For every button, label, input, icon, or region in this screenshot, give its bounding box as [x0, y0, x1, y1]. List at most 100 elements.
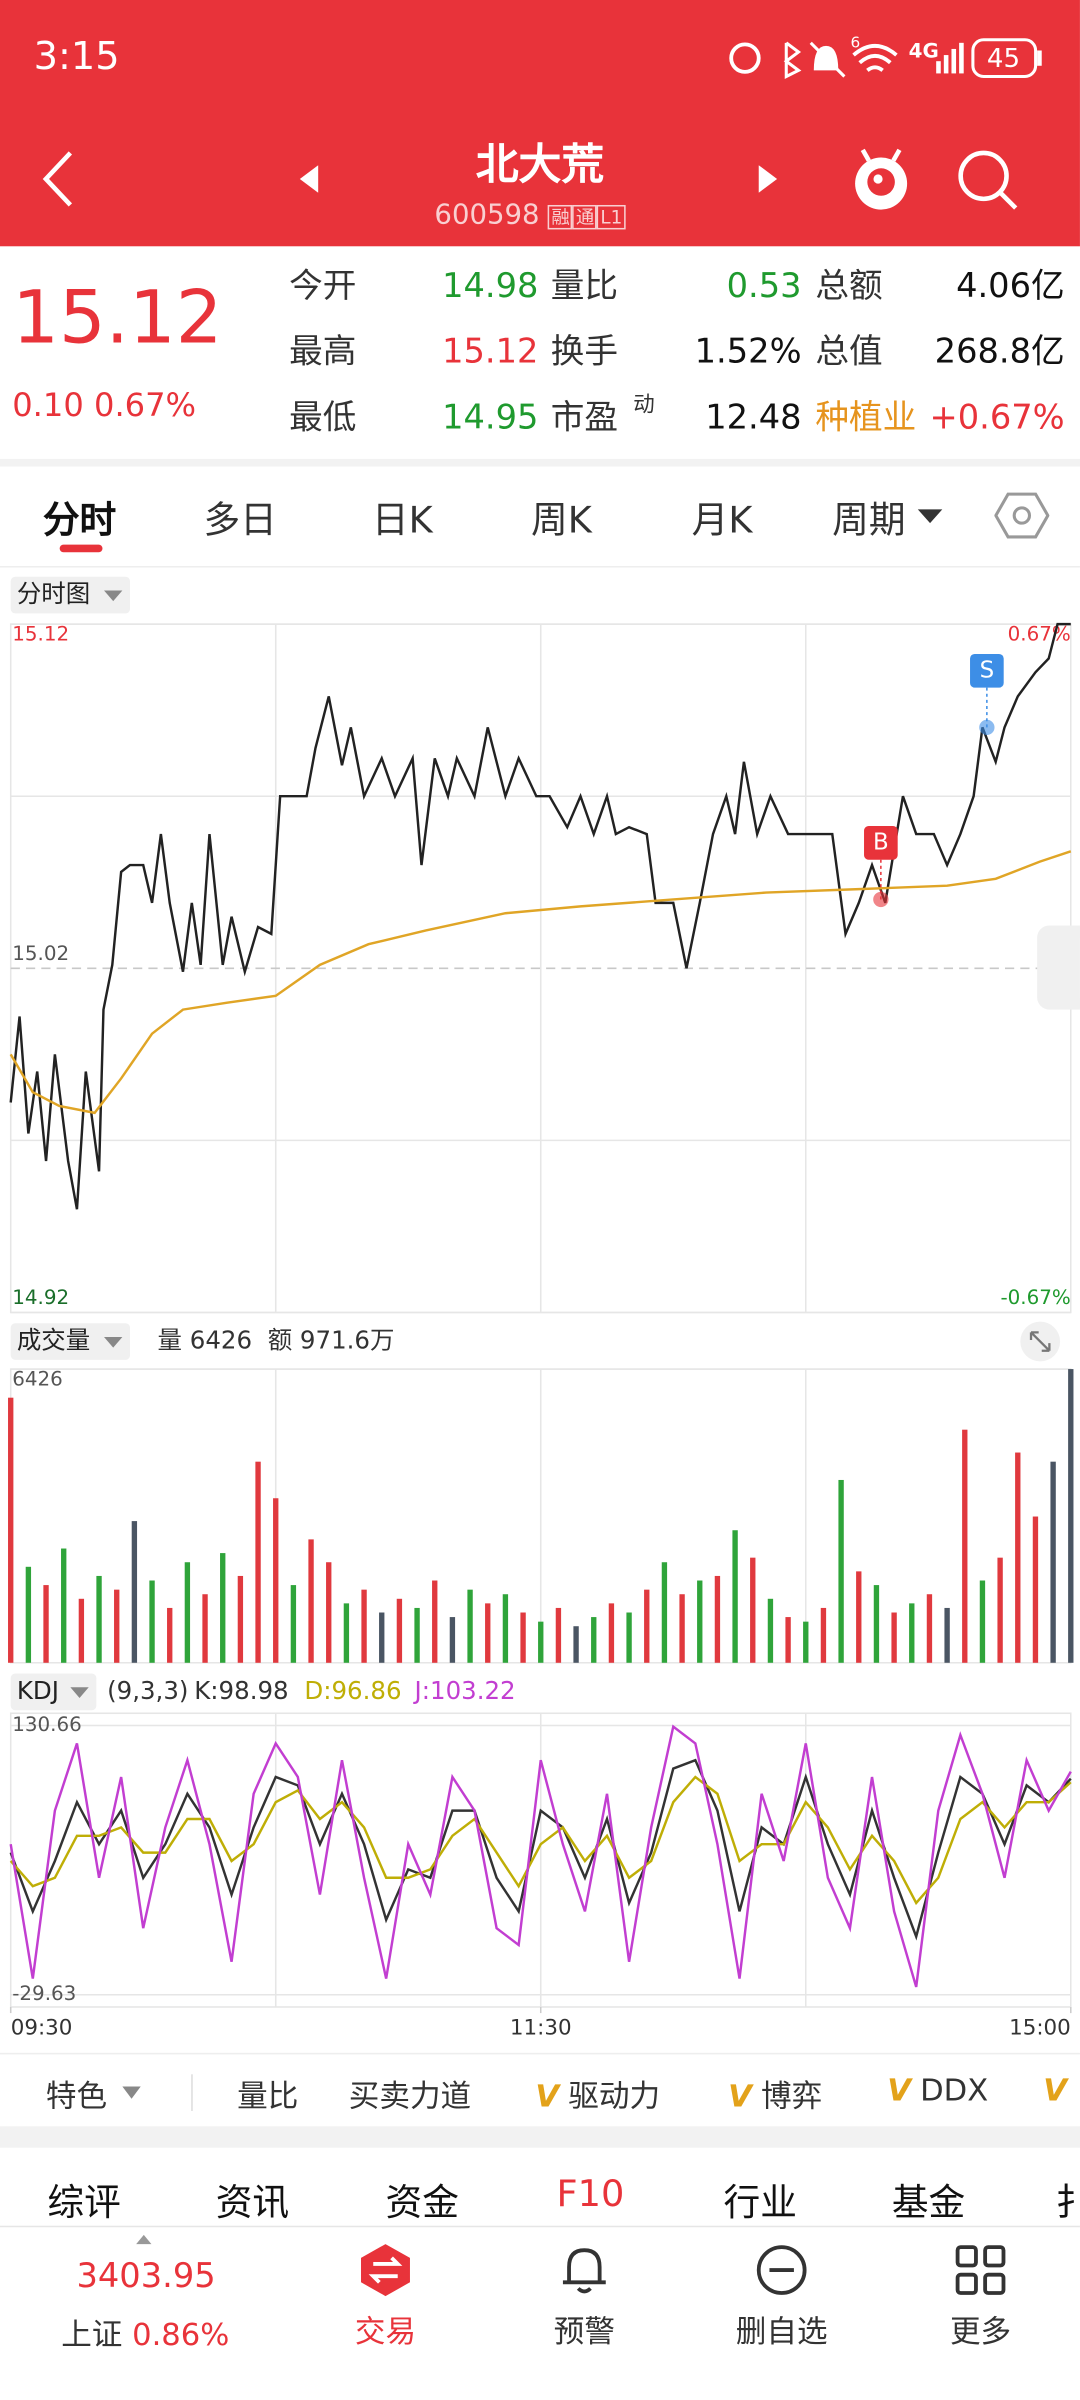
volume-bar — [8, 1397, 14, 1663]
stat-value: 14.95 — [442, 399, 539, 438]
index-name: 上证 — [61, 2315, 123, 2353]
divider — [0, 2126, 1080, 2148]
nav-item[interactable]: 删自选 — [735, 2312, 828, 2350]
volume-bar — [661, 1562, 668, 1663]
indicator-label: DDX — [920, 2071, 989, 2108]
dropdown-arrow — [70, 1687, 89, 1698]
series-line — [9, 1724, 1072, 1988]
volume-bar — [184, 1562, 191, 1663]
y-tick-label: 15.12 — [12, 622, 69, 645]
section-tab[interactable]: 基金 — [891, 2181, 966, 2225]
volume-bar — [149, 1580, 155, 1663]
volume-bar — [396, 1598, 403, 1663]
indicator[interactable]: 量比 — [237, 2077, 299, 2115]
volume-bar — [131, 1521, 138, 1663]
section-tab[interactable]: 资讯 — [215, 2181, 290, 2225]
kdj-params: (9,3,3) — [107, 1676, 188, 1705]
volume-bar — [96, 1575, 102, 1663]
stat-label: 最高 — [289, 333, 357, 372]
dropdown-arrow — [104, 1336, 123, 1348]
volume-bar — [591, 1617, 597, 1663]
nav-item[interactable]: 预警 — [553, 2312, 615, 2350]
indicator[interactable]: V — [1043, 2071, 1076, 2108]
volume-bar — [732, 1530, 738, 1663]
volume-turnover: 额 971.6万 — [268, 1326, 395, 1355]
status-icons: 6 4G 45 — [729, 33, 1042, 79]
mascot-button[interactable] — [847, 144, 914, 214]
indicator[interactable]: V 博弈 — [728, 2071, 822, 2115]
tab[interactable]: 分时 — [42, 498, 117, 542]
separator — [191, 2074, 193, 2111]
indicator-label: 博弈 — [761, 2077, 823, 2115]
volume-bar — [820, 1607, 827, 1663]
volume-bar — [873, 1585, 880, 1663]
volume-bar — [25, 1566, 32, 1663]
side-handle[interactable] — [1037, 925, 1080, 1010]
stat-label: 换手 — [550, 333, 619, 372]
volume-bar — [785, 1617, 791, 1663]
stat-label: 今开 — [289, 267, 357, 306]
more-icon — [955, 2245, 1006, 2295]
index-value[interactable]: 3403.95 — [76, 2257, 216, 2297]
volume-bar — [361, 1589, 367, 1663]
next-stock[interactable] — [756, 165, 780, 193]
panel-menu[interactable] — [10, 1673, 97, 1711]
stock-code: 600598 — [434, 198, 540, 231]
pct-label: -0.67% — [1000, 1286, 1070, 1309]
alert-icon — [562, 2248, 606, 2294]
volume-bar — [114, 1589, 120, 1663]
indicator[interactable]: V DDX — [887, 2071, 988, 2108]
tab-indicator — [59, 544, 103, 553]
indicator[interactable]: V 驱动力 — [535, 2071, 660, 2115]
panel-menu[interactable] — [10, 576, 131, 614]
tab[interactable]: 周K — [530, 498, 592, 542]
volume-bar — [61, 1548, 67, 1663]
stat-label: 总值 — [815, 333, 883, 372]
volume-bar — [220, 1553, 226, 1663]
tab[interactable]: 日K — [371, 498, 433, 542]
y-tick-label: 6426 — [12, 1367, 63, 1390]
y-tick-label: 15.02 — [12, 942, 69, 965]
indicator-menu[interactable]: 特色 — [45, 2077, 108, 2115]
volume-bar — [308, 1539, 314, 1663]
index-summary[interactable]: 上证 0.86% — [61, 2310, 229, 2354]
pct-label: 0.67% — [1008, 622, 1071, 645]
section-tab[interactable]: 综评 — [47, 2181, 121, 2225]
volume-bar — [273, 1498, 279, 1663]
volume-bar — [538, 1621, 544, 1663]
nav-item[interactable]: 更多 — [949, 2312, 1012, 2350]
legend-entry: K:98.98 — [194, 1676, 288, 1705]
indicator[interactable]: 买卖力道 — [348, 2077, 472, 2115]
section-tab[interactable]: F10 — [556, 2172, 625, 2216]
stat-value: 268.8亿 — [934, 333, 1065, 372]
industry[interactable]: 种植业 — [815, 399, 917, 438]
section-tab[interactable]: 扌 — [1055, 2172, 1079, 2226]
tab[interactable]: 周期 — [832, 498, 906, 542]
volume-bar — [608, 1603, 615, 1663]
tab[interactable]: 多日 — [203, 498, 277, 542]
volume-bar — [1050, 1461, 1056, 1663]
trade-marker — [873, 891, 889, 908]
header: 3:15 6 4G 45 北大荒 600598 融通 L1 — [0, 0, 1080, 247]
volume-bar — [379, 1612, 385, 1663]
panel-menu[interactable] — [10, 1323, 131, 1360]
panel-title: 成交量 — [17, 1326, 90, 1355]
nav-item[interactable]: 交易 — [354, 2312, 417, 2350]
tag: L1 — [597, 204, 626, 230]
volume-bar — [555, 1607, 562, 1663]
volume-bar — [432, 1580, 438, 1663]
vip-mark: V — [535, 2077, 560, 2115]
volume-bar — [414, 1607, 420, 1663]
search-button[interactable] — [955, 147, 1022, 214]
stat-value: 0.53 — [726, 267, 802, 306]
tab[interactable]: 月K — [691, 498, 753, 542]
section-tab[interactable]: 行业 — [723, 2181, 797, 2225]
trade-icon — [361, 2244, 410, 2297]
back-button[interactable] — [40, 150, 80, 211]
divider — [0, 458, 1080, 467]
prev-stock[interactable] — [297, 165, 321, 193]
section-tab[interactable]: 资金 — [385, 2181, 459, 2225]
dropdown-arrow — [917, 509, 943, 524]
settings-button[interactable] — [994, 490, 1050, 542]
